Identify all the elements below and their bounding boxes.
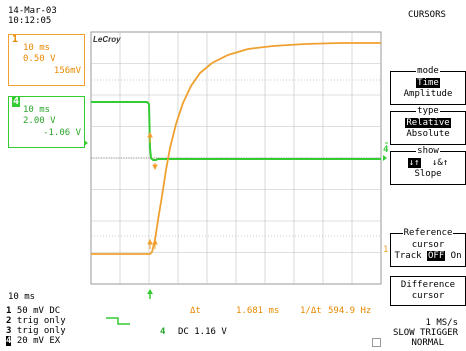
trigger-slope-icon [106, 317, 130, 325]
svg-text:4: 4 [383, 145, 389, 155]
mode-menu-title: mode [416, 66, 440, 76]
channel-1-box[interactable]: 1 10 ms 0.50 V 156mV [8, 34, 85, 86]
type-menu-title: type [416, 106, 440, 116]
trigger-mode: SLOW TRIGGER [392, 328, 458, 338]
svg-text:1: 1 [383, 245, 388, 255]
channel-4-line[interactable]: 4 20 mV EX [6, 336, 61, 346]
track-on-option[interactable]: On [450, 251, 462, 261]
track-off-option[interactable]: OFF [426, 251, 446, 261]
right-edge-markers: 4 1 [383, 145, 389, 255]
trigger-coupling: DC 1.16 V [178, 327, 227, 337]
frequency-value: 594.9 Hz [328, 306, 372, 316]
channel-4-volts: 2.00 V [23, 116, 56, 126]
channel-4-offset-marker [84, 140, 88, 146]
track-label: Track [394, 251, 422, 261]
channel-4-number: 4 [12, 96, 21, 107]
channel-1-timebase: 10 ms [23, 43, 51, 53]
sample-rate: 1 MS/s [425, 318, 458, 328]
channel-4-cursor-value: -1.06 V [43, 128, 81, 138]
show-option-updown[interactable]: ↓↑ [407, 158, 421, 168]
timebase-readout: 10 ms [8, 292, 36, 302]
delta-t-label: Δt [190, 306, 201, 316]
trigger-source: 4 [160, 327, 166, 337]
trigger-position-marker [147, 289, 153, 299]
mode-option-amplitude[interactable]: Amplitude [403, 89, 453, 99]
date: 14-Mar-03 [8, 6, 57, 16]
difference-label: Difference [400, 280, 456, 290]
brand-logo: LeCroy [93, 35, 121, 44]
show-option-updown-both[interactable]: ↓&↑ [432, 158, 449, 168]
frequency-label: 1/Δt [300, 306, 322, 316]
channel-1-line[interactable]: 1 50 mV DC [6, 306, 61, 316]
trace-channel-4 [91, 101, 381, 161]
date-time: 14-Mar-03 10:12:05 [8, 6, 57, 26]
channel-4-box[interactable]: 4 10 ms 2.00 V -1.06 V [8, 96, 85, 148]
channel-2-line[interactable]: 2 trig only [6, 316, 66, 326]
channel-4-timebase: 10 ms [23, 105, 51, 115]
type-option-relative[interactable]: Relative [405, 118, 451, 128]
page-title: CURSORS [408, 10, 446, 20]
cursor-markers-ch1 [147, 131, 158, 249]
trigger-status-indicator [372, 338, 381, 347]
type-option-absolute[interactable]: Absolute [406, 129, 450, 139]
reference-cursor-menu[interactable]: Reference cursor Track OFF On [390, 228, 466, 267]
show-option-slope[interactable]: Slope [414, 169, 442, 179]
trigger-status: NORMAL [411, 338, 444, 348]
channel-list: 1 50 mV DC 2 trig only 3 trig only 4 20 … [6, 306, 66, 346]
channel-1-number: 1 [12, 34, 19, 45]
difference-cursor-button[interactable]: Difference cursor [390, 276, 466, 306]
show-menu[interactable]: show ↓↑ ↓&↑ Slope [390, 146, 466, 185]
reference-menu-title: Reference [402, 228, 454, 238]
time: 10:12:05 [8, 16, 52, 26]
delta-t-value: 1.681 ms [236, 306, 280, 316]
reference-cursor-label: cursor [411, 240, 445, 250]
mode-option-time[interactable]: Time [416, 78, 440, 88]
difference-cursor-label: cursor [411, 291, 445, 301]
channel-1-cursor-value: 156mV [53, 66, 81, 76]
mode-menu[interactable]: mode Time Amplitude [390, 66, 466, 105]
channel-3-line[interactable]: 3 trig only [6, 326, 66, 336]
type-menu[interactable]: type Relative Absolute [390, 106, 466, 145]
channel-1-volts: 0.50 V [23, 54, 56, 64]
show-menu-title: show [416, 146, 440, 156]
